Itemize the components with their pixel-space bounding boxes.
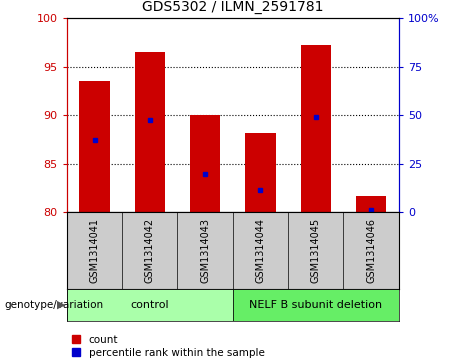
Text: NELF B subunit deletion: NELF B subunit deletion — [249, 300, 382, 310]
Title: GDS5302 / ILMN_2591781: GDS5302 / ILMN_2591781 — [142, 0, 324, 15]
Text: GSM1314041: GSM1314041 — [89, 218, 100, 283]
Legend: count, percentile rank within the sample: count, percentile rank within the sample — [72, 335, 265, 358]
Text: GSM1314045: GSM1314045 — [311, 218, 321, 283]
Text: genotype/variation: genotype/variation — [5, 300, 104, 310]
Bar — [356, 196, 386, 212]
Text: GSM1314044: GSM1314044 — [255, 218, 266, 283]
Text: GSM1314043: GSM1314043 — [200, 218, 210, 283]
Bar — [301, 45, 331, 212]
Text: GSM1314042: GSM1314042 — [145, 218, 155, 283]
Text: ▶: ▶ — [57, 300, 65, 310]
Bar — [190, 115, 220, 212]
Bar — [79, 81, 110, 212]
Text: control: control — [130, 300, 169, 310]
Bar — [135, 52, 165, 212]
Bar — [245, 133, 276, 212]
Bar — [67, 289, 233, 321]
Text: GSM1314046: GSM1314046 — [366, 218, 376, 283]
Bar — [233, 289, 399, 321]
